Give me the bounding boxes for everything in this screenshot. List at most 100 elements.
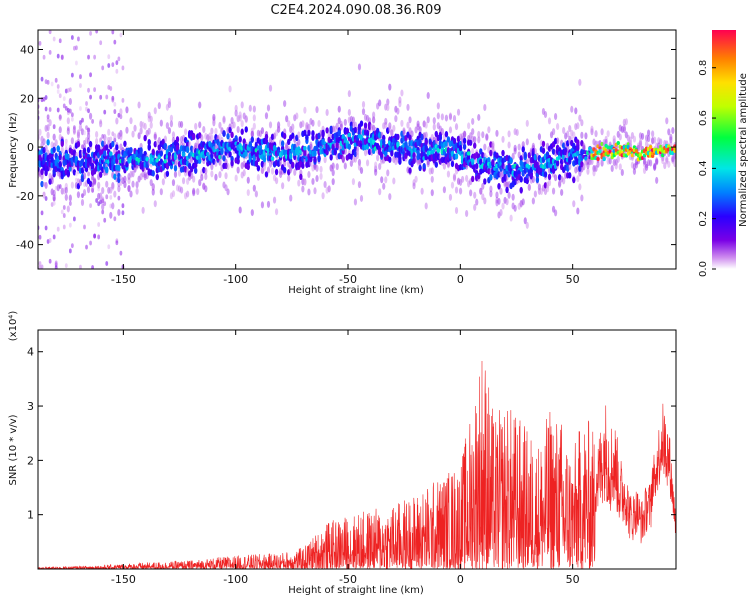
- spectrogram-cell: [66, 205, 70, 213]
- spectrogram-cell: [460, 175, 465, 183]
- spectrogram-cell: [442, 186, 446, 194]
- spectrogram-cell: [667, 128, 671, 136]
- spectrogram-cell: [48, 119, 52, 127]
- spectrogram-cell: [499, 208, 503, 216]
- spectrogram-cell: [491, 158, 495, 166]
- spectrogram-cell: [52, 124, 56, 130]
- spectrogram-cell: [448, 113, 453, 121]
- spectrogram-cell: [252, 184, 256, 192]
- spectrogram-cell: [673, 160, 676, 168]
- spectrogram-cell: [454, 153, 459, 160]
- spectrogram-cell: [566, 130, 570, 138]
- spectrogram-cell: [644, 163, 649, 171]
- spectrogram-cell: [446, 170, 451, 178]
- spectrogram-cell: [252, 122, 256, 130]
- spectrogram-cell: [388, 83, 392, 91]
- spectrogram-cell: [483, 104, 487, 112]
- spectrogram-cell: [147, 143, 151, 151]
- spectrogram-cell: [137, 132, 141, 140]
- spectrogram-x-axis-label: Height of straight line (km): [288, 285, 424, 296]
- spectrogram-cell: [105, 136, 109, 142]
- spectrogram-cell: [52, 200, 56, 206]
- spectrogram-cell: [610, 165, 614, 173]
- spectrogram-cell: [661, 157, 665, 165]
- spectrogram-cell: [311, 119, 315, 127]
- spectrogram-cell: [279, 159, 283, 167]
- spectrogram-cell: [60, 146, 64, 154]
- spectrogram-cell: [111, 62, 115, 68]
- spectrogram-cell: [624, 118, 628, 126]
- spectrogram-cell: [82, 172, 87, 180]
- spectrogram-cell: [85, 244, 88, 250]
- spectrogram-cell: [646, 135, 651, 143]
- spectrogram-cell: [477, 172, 481, 180]
- spectrogram-cell: [79, 120, 82, 125]
- spectrogram-cell: [179, 186, 184, 194]
- spectrogram-cell: [240, 101, 244, 109]
- spectrogram-cell: [465, 174, 469, 182]
- spectrogram-cell: [107, 54, 111, 60]
- spectrogram-cell: [471, 147, 475, 155]
- spectrogram-cell: [85, 101, 88, 106]
- spectrogram-cell: [568, 125, 572, 133]
- spectrogram-cell: [48, 49, 52, 55]
- spectrogram-cell: [483, 178, 487, 185]
- spectrogram-cell: [491, 142, 495, 150]
- snr-panel: -150 -100 -50 0 50 1 2 3 4 Height of straight l…: [8, 311, 677, 596]
- spectrogram-cell: [572, 176, 576, 184]
- spectrogram-cell: [547, 117, 552, 125]
- spectrogram-cell: [388, 193, 392, 201]
- spectrogram-cell: [323, 156, 327, 164]
- spectrogram-cell: [54, 139, 58, 147]
- spectrogram-cell: [667, 160, 671, 168]
- spectrogram-cell: [448, 193, 453, 201]
- spectrogram-cell: [410, 130, 414, 138]
- spectrogram-cell: [551, 128, 556, 136]
- spectrogram-cell: [533, 148, 537, 156]
- spectrogram-cell: [131, 180, 135, 188]
- spectrogram-cell: [117, 195, 121, 201]
- spectrogram-cell: [420, 187, 424, 195]
- spectrogram-cell: [363, 122, 368, 129]
- spectrogram-cell: [311, 134, 315, 141]
- spectrogram-cell: [562, 126, 566, 134]
- spectrogram-cell: [547, 179, 552, 187]
- y-tick-label: 1: [27, 509, 34, 522]
- spectrogram-cell: [426, 116, 430, 124]
- spectrogram-cell: [580, 119, 584, 127]
- spectrogram-cell: [117, 164, 121, 172]
- spectrogram-cell: [499, 187, 503, 195]
- y-tick-label: -40: [16, 239, 34, 252]
- spectrogram-cell: [283, 100, 287, 108]
- spectrogram-cell: [646, 129, 651, 137]
- spectrogram-cell: [66, 117, 70, 125]
- spectrogram-cell: [95, 198, 99, 203]
- spectrogram-cell: [121, 65, 125, 71]
- spectrogram-cell: [481, 193, 485, 201]
- spectrogram-cell: [42, 138, 46, 146]
- spectrogram-cell: [79, 264, 82, 269]
- spectrogram-cell: [175, 136, 180, 143]
- spectrogram-cell: [234, 135, 238, 142]
- spectrogram-cell: [297, 179, 301, 187]
- spectrogram-cell: [440, 113, 444, 121]
- spectrogram-cell: [62, 103, 66, 109]
- spectrogram-cell: [541, 140, 546, 148]
- spectrogram-cell: [301, 120, 305, 128]
- spectrogram-cell: [467, 122, 471, 130]
- spectrogram-cell: [89, 30, 92, 36]
- spectrogram-cell: [70, 181, 74, 189]
- x-tick-label: -150: [111, 573, 136, 586]
- spectrogram-cell: [509, 157, 513, 164]
- spectrogram-cell: [218, 121, 222, 129]
- spectrogram-cell: [153, 107, 157, 115]
- spectrogram-cell: [477, 113, 481, 121]
- x-tick-label: 0: [457, 573, 464, 586]
- y-tick-label: 20: [20, 92, 34, 105]
- spectrogram-cell: [576, 122, 580, 130]
- spectrogram-cell: [70, 137, 74, 145]
- spectrogram-cell: [555, 160, 560, 167]
- spectrogram-cell: [133, 124, 137, 132]
- spectrogram-cell: [556, 137, 560, 145]
- spectrogram-cell: [89, 72, 92, 78]
